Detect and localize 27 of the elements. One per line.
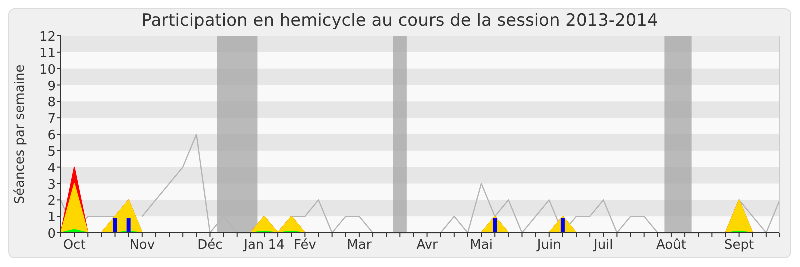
y-tick-label: 10 [39,62,56,78]
y-tick-label: 0 [48,227,56,242]
y-tick-label: 4 [48,161,56,176]
y-tick-label: 2 [48,194,56,210]
y-tick-label: 7 [48,112,56,128]
y-axis-title: Séances par semaine [13,64,28,204]
x-tick-label: Mai [470,238,493,253]
x-tick-label: Août [656,238,686,253]
x-tick-label: Fév [294,238,317,253]
y-tick-label: 1 [48,210,56,226]
x-tick-label: Sept [724,238,754,253]
x-tick-label: Juil [592,238,614,253]
y-tick-label: 8 [48,96,56,111]
x-tick-label: Avr [416,238,439,253]
y-tick-label: 12 [39,30,56,45]
x-tick-label: Mar [347,238,372,253]
x-tick-label: Nov [130,238,156,253]
chart-title: Participation en hemicycle au cours de la session 2013-2014 [142,11,658,31]
x-tick-label: Oct [63,238,86,253]
x-tick-label: Jan 14 [243,238,285,253]
y-tick-label: 6 [48,128,56,144]
y-tick-label: 9 [48,79,56,94]
x-tick-label: Déc [198,238,223,253]
y-tick-label: 3 [48,178,56,193]
y-tick-label: 11 [39,46,56,62]
y-tick-label: 5 [48,144,56,160]
x-tick-label: Juin [536,238,562,253]
